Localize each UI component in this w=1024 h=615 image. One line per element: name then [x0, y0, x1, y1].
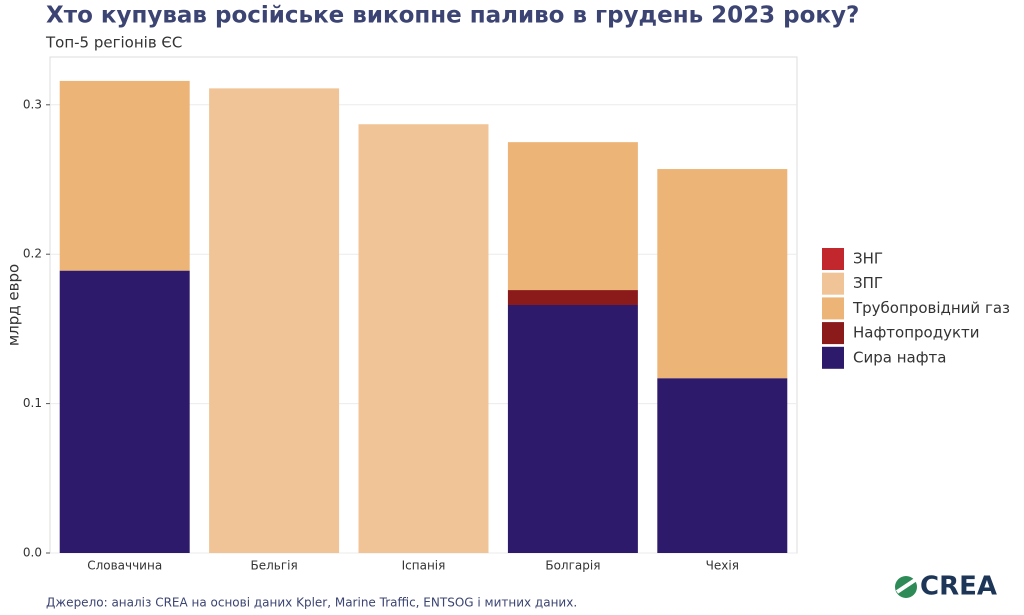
x-tick-label: Болгарія: [545, 559, 600, 573]
legend-label: Сира нафта: [853, 348, 946, 366]
y-axis-label: млрд евро: [5, 264, 23, 346]
bar-segment: [209, 88, 340, 553]
bar-segment: [657, 169, 788, 379]
bar-segment: [59, 270, 190, 553]
x-tick-label: Іспанія: [402, 559, 446, 573]
y-tick-label: 0.1: [23, 396, 42, 410]
chart-subtitle: Топ-5 регіонів ЄС: [45, 34, 182, 52]
y-tick-label: 0.0: [23, 546, 42, 560]
y-tick-label: 0.2: [23, 247, 42, 261]
x-tick-label: Чехія: [706, 559, 739, 573]
y-tick-label: 0.3: [23, 97, 42, 111]
bar-segment: [507, 305, 638, 553]
legend-label: Нафтопродукти: [853, 324, 980, 342]
legend-label: ЗПГ: [853, 274, 883, 292]
bar-segment: [657, 378, 788, 553]
legend-label: Трубопровідний газ: [852, 299, 1010, 317]
bar-segment: [59, 80, 190, 271]
legend-swatch: [822, 248, 844, 270]
bar-segment: [358, 124, 489, 553]
logo-icon: [895, 576, 917, 598]
legend-swatch: [822, 297, 844, 320]
bar-segment: [507, 142, 638, 291]
legend-label: ЗНГ: [853, 250, 883, 268]
legend-swatch: [822, 322, 844, 345]
chart-title: Хто купував російське викопне паливо в г…: [46, 3, 859, 29]
logo-text: CREA: [920, 572, 997, 602]
legend-swatch: [822, 346, 844, 369]
bar-segment: [507, 290, 638, 305]
x-tick-label: Бельгія: [250, 559, 297, 573]
x-tick-label: Словаччина: [87, 559, 162, 573]
legend-swatch: [822, 272, 844, 295]
source-note: Джерело: аналіз CREA на основі даних Kpl…: [46, 596, 577, 610]
